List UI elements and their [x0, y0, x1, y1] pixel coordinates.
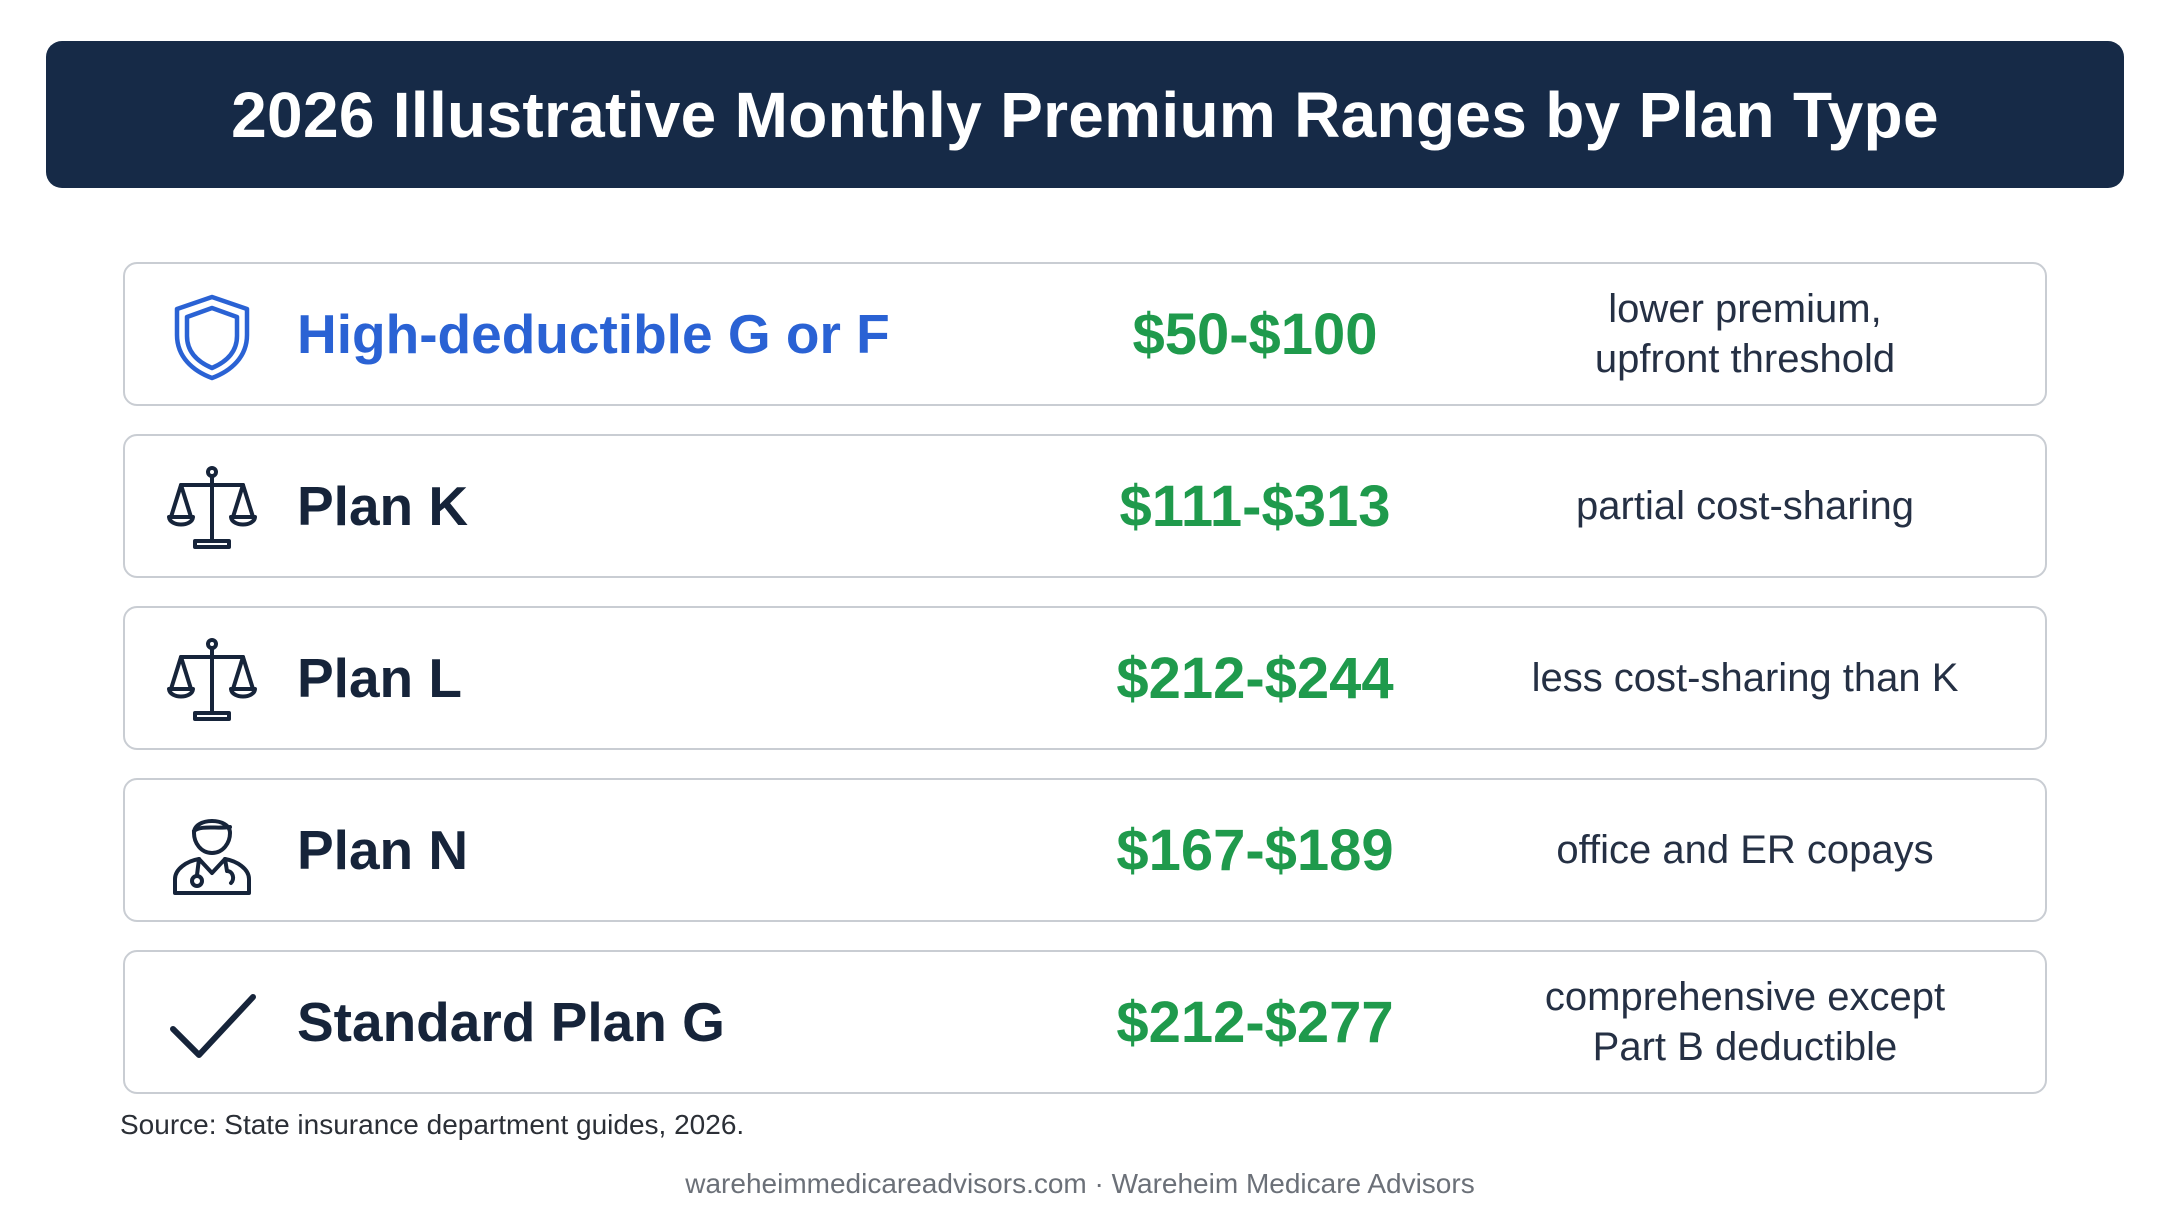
plan-note: lower premium, upfront threshold	[1485, 264, 2005, 404]
source-note: Source: State insurance department guide…	[120, 1109, 745, 1140]
plan-name: Plan N	[297, 819, 469, 881]
title-banner: 2026 Illustrative Monthly Premium Ranges…	[46, 41, 2124, 188]
checkmark-icon	[167, 979, 257, 1069]
plan-note: less cost-sharing than K	[1485, 608, 2005, 748]
plan-name: High-deductible G or F	[297, 303, 890, 365]
premium-range: $212-$244	[1116, 645, 1394, 711]
plan-row-k: Plan K $111-$313 partial cost-sharing	[123, 434, 2047, 578]
plan-name: Standard Plan G	[297, 991, 725, 1053]
plan-row-n: Plan N $167-$189 office and ER copays	[123, 778, 2047, 922]
shield-icon	[167, 291, 257, 381]
plan-note: comprehensive except Part B deductible	[1485, 952, 2005, 1092]
plan-name: Plan L	[297, 647, 463, 709]
page-title: 2026 Illustrative Monthly Premium Ranges…	[231, 78, 1939, 151]
plan-row-standard-g: Standard Plan G $212-$277 comprehensive …	[123, 950, 2047, 1094]
plan-name: Plan K	[297, 475, 469, 537]
plan-note-line: comprehensive except	[1544, 975, 1946, 1019]
plan-note: office and ER copays	[1485, 780, 2005, 920]
premium-range: $50-$100	[1132, 301, 1378, 367]
plan-note-line: less cost-sharing than K	[1531, 656, 1959, 700]
premium-range: $212-$277	[1116, 989, 1394, 1055]
doctor-icon	[167, 807, 257, 897]
scales-icon	[167, 463, 257, 553]
plan-note-line: lower premium,	[1608, 287, 1882, 331]
plan-note-line: upfront threshold	[1594, 337, 1896, 381]
premium-range: $111-$313	[1119, 473, 1391, 539]
plan-note-line: partial cost-sharing	[1576, 484, 1914, 528]
plan-row-l: Plan L $212-$244 less cost-sharing than …	[123, 606, 2047, 750]
plan-note: partial cost-sharing	[1485, 436, 2005, 576]
footer-credit: wareheimmedicareadvisors.com · Wareheim …	[685, 1168, 1475, 1199]
premium-range: $167-$189	[1116, 817, 1394, 883]
plan-note-line: office and ER copays	[1556, 828, 1934, 872]
plan-note-line: Part B deductible	[1592, 1025, 1898, 1069]
plan-row-high-deductible: High-deductible G or F $50-$100 lower pr…	[123, 262, 2047, 406]
scales-icon	[167, 635, 257, 725]
